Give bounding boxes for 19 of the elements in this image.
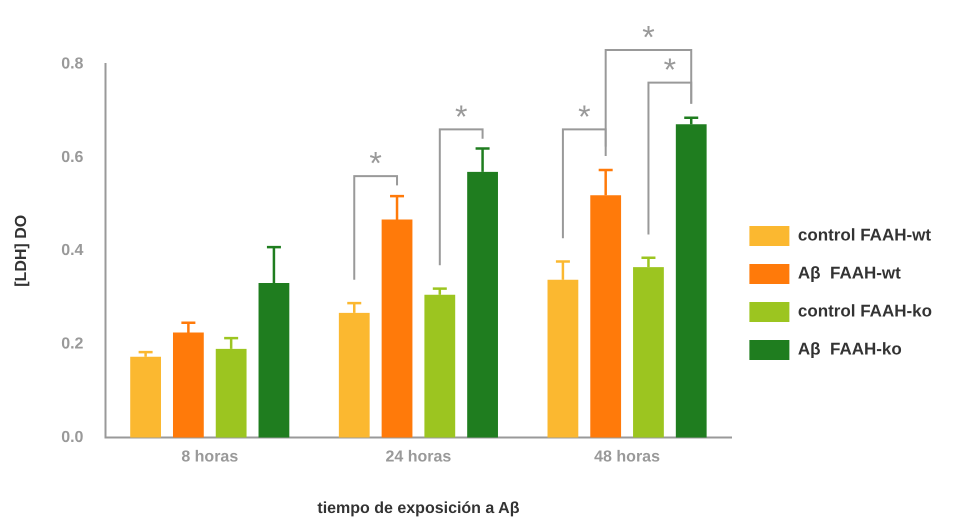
y-tick-label: 0.6 — [61, 148, 84, 166]
text: * — [642, 18, 655, 55]
x-axis-title: tiempo de exposición a Aβ — [317, 500, 520, 517]
y-axis-title: [LDH] DO — [13, 214, 30, 287]
x-tick-label: 24 horas — [386, 448, 452, 466]
y-tick-label: 0.8 — [61, 55, 84, 72]
y-tick-label: 0.4 — [61, 242, 84, 260]
legend-label: Aβ FAAH-wt — [798, 264, 902, 283]
x-tick-label: 8 horas — [181, 448, 238, 466]
annotation: * — [578, 98, 591, 134]
annotation: * — [369, 145, 382, 182]
legend-label: Aβ FAAH-ko — [798, 340, 902, 359]
annotation: * — [664, 52, 676, 88]
y-tick-label: 0.2 — [61, 336, 84, 353]
x-tick-label: 48 horas — [594, 448, 660, 466]
y-tick-label: 0.0 — [61, 429, 84, 446]
legend-label: control FAAH-ko — [798, 302, 932, 321]
annotation: * — [454, 98, 468, 134]
legend-label: control FAAH-wt — [798, 226, 932, 245]
